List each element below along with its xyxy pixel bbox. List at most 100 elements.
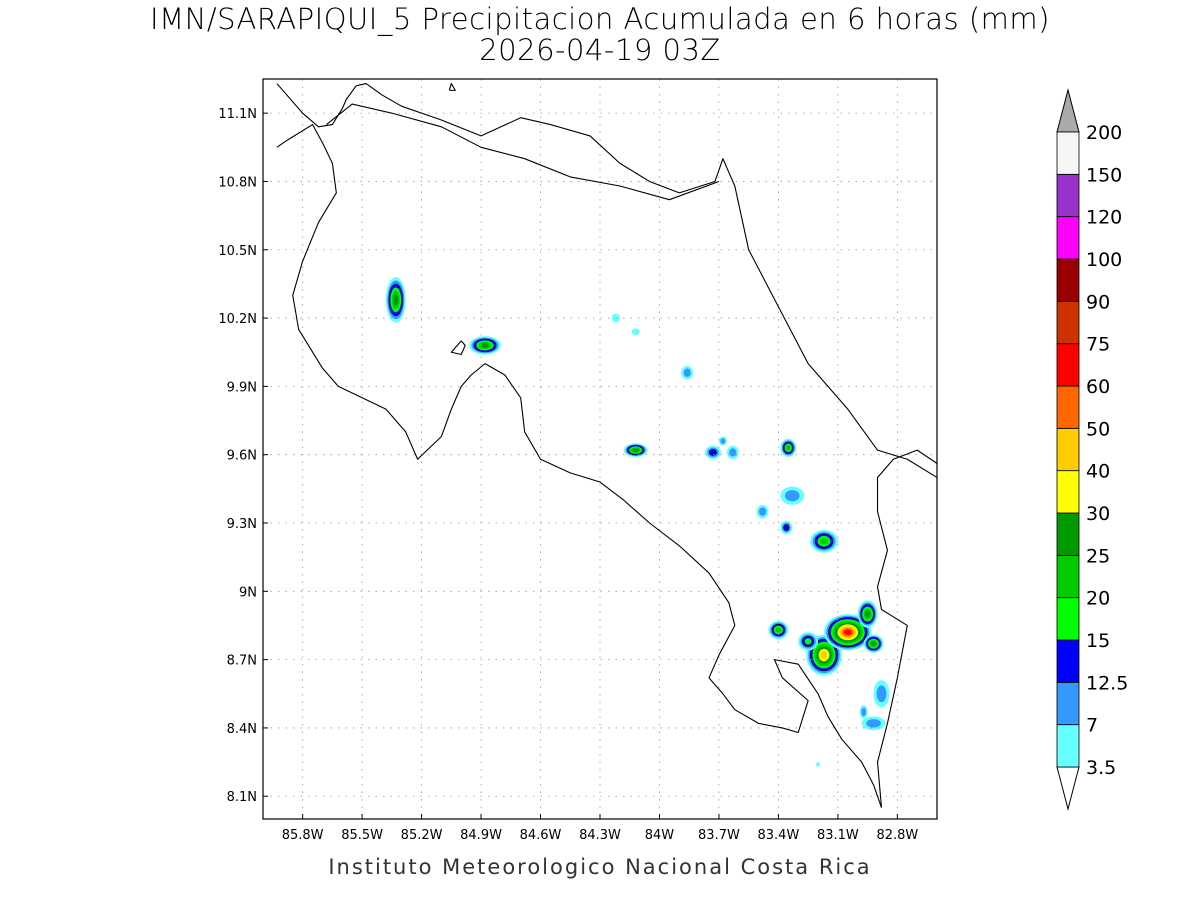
colorbar-swatch [1056, 681, 1080, 726]
colorbar-level-label: 200 [1086, 122, 1122, 144]
colorbar-swatch [1056, 173, 1080, 218]
nicaragua-border [326, 103, 720, 201]
precipitation-field [385, 277, 890, 767]
rain-cell [861, 716, 886, 731]
rain-cell [824, 614, 872, 651]
colorbar-swatch [1056, 131, 1080, 175]
colorbar-level-label: 50 [1086, 418, 1110, 440]
rain-cell [873, 680, 890, 708]
colorbar-level-label: 3.5 [1086, 757, 1116, 779]
colorbar-swatch [1056, 258, 1080, 302]
rain-cell [863, 634, 884, 653]
longitude-tick-label: 84.9W [460, 828, 502, 843]
colorbar-level-label: 60 [1086, 376, 1110, 398]
colorbar-level-label: 100 [1086, 249, 1122, 271]
colorbar-max-arrow [1056, 88, 1080, 133]
colorbar-swatch [1056, 427, 1080, 472]
rain-contour [683, 368, 691, 377]
rain-contour [720, 438, 726, 444]
colorbar-level-label: 15 [1086, 630, 1110, 652]
rain-cell [780, 520, 793, 535]
colorbar-level-label: 12.5 [1086, 672, 1128, 694]
longitude-tick-label: 85.2W [401, 828, 443, 843]
rain-cell [718, 436, 727, 446]
longitude-tick-label: 83.7W [698, 828, 740, 843]
latitude-tick-label: 10.5N [218, 244, 257, 259]
colorbar-swatch [1056, 639, 1080, 683]
latitude-tick-label: 10.8N [218, 175, 257, 190]
rain-cell [385, 277, 406, 323]
rain-contour [861, 707, 867, 717]
longitude-tick-label: 85.8W [282, 828, 324, 843]
rain-cell [859, 705, 868, 719]
rain-contour [786, 445, 791, 451]
latitude-tick-label: 10.2N [218, 312, 257, 327]
longitude-axis: 85.8W 85.5W 85.2W 84.9W 84.6W 84.3W 84W 83.7W 83… [282, 814, 918, 843]
colorbar-swatch [1056, 300, 1080, 345]
rain-cell [756, 504, 769, 519]
rain-contour [876, 685, 887, 703]
longitude-tick-label: 83.1W [817, 828, 859, 843]
colorbar-swatch [1056, 554, 1080, 599]
latitude-tick-label: 9.6N [227, 449, 257, 464]
rain-cell [631, 328, 640, 336]
rain-cell [726, 445, 739, 460]
colorbar-level-label: 25 [1086, 545, 1110, 567]
rain-cell [623, 443, 648, 457]
latitude-tick-label: 11.1N [218, 107, 257, 122]
colorbar-swatch [1056, 597, 1080, 641]
rain-contour [631, 328, 640, 336]
colorbar-level-label: 90 [1086, 291, 1110, 313]
rain-contour [816, 762, 821, 767]
rain-cell [768, 620, 789, 640]
colorbar-swatch [1056, 385, 1080, 429]
rain-contour [844, 629, 852, 636]
longitude-tick-label: 84.3W [579, 828, 621, 843]
rain-contour [866, 719, 881, 728]
rain-contour [820, 537, 828, 545]
latitude-tick-label: 9N [239, 585, 257, 600]
rain-contour [758, 507, 767, 516]
latitude-tick-label: 9.9N [227, 380, 257, 395]
colorbar-swatch [1056, 512, 1080, 556]
longitude-tick-label: 84W [645, 828, 675, 843]
map-frame [262, 78, 938, 820]
colorbar-swatch [1056, 724, 1080, 768]
colorbar-level-label: 120 [1086, 207, 1122, 229]
rain-contour [820, 651, 828, 659]
rain-cell [681, 365, 694, 380]
rain-contour [865, 610, 871, 618]
colorbar-swatch [1056, 470, 1080, 514]
islet-outline [448, 83, 456, 91]
longitude-tick-label: 84.6W [520, 828, 562, 843]
rain-cell [798, 632, 819, 651]
latitude-tick-label: 8.4N [227, 722, 257, 737]
colorbar-min-arrow [1056, 766, 1080, 811]
longitude-tick-label: 83.4W [758, 828, 800, 843]
rain-contour [632, 448, 639, 452]
rain-contour [783, 524, 790, 531]
rain-cell [780, 438, 797, 457]
colorbar-level-label: 20 [1086, 588, 1110, 610]
colorbar-level-label: 7 [1086, 715, 1098, 737]
rain-contour [871, 641, 876, 646]
longitude-tick-label: 85.5W [341, 828, 383, 843]
lake-outline [450, 340, 466, 356]
rain-contour [393, 294, 399, 306]
colorbar-swatch [1056, 216, 1080, 260]
latitude-tick-label: 9.3N [227, 517, 257, 532]
colorbar-level-label: 30 [1086, 503, 1110, 525]
longitude-tick-label: 82.8W [876, 828, 918, 843]
rain-cell [780, 486, 805, 505]
rain-contour [481, 343, 489, 348]
map-gridlines [263, 79, 937, 819]
colorbar-level-label: 40 [1086, 461, 1110, 483]
latitude-axis: 8.1N 8.4N 8.7N 9N 9.3N 9.6N 9.9N 10.2N 10.5N 10.8… [218, 107, 268, 805]
rain-cell [816, 762, 821, 767]
rain-contour [775, 627, 782, 633]
colorbar-level-label: 150 [1086, 164, 1122, 186]
latitude-tick-label: 8.7N [227, 654, 257, 669]
caribbean-coastline [276, 83, 937, 478]
rain-cell [469, 336, 501, 355]
